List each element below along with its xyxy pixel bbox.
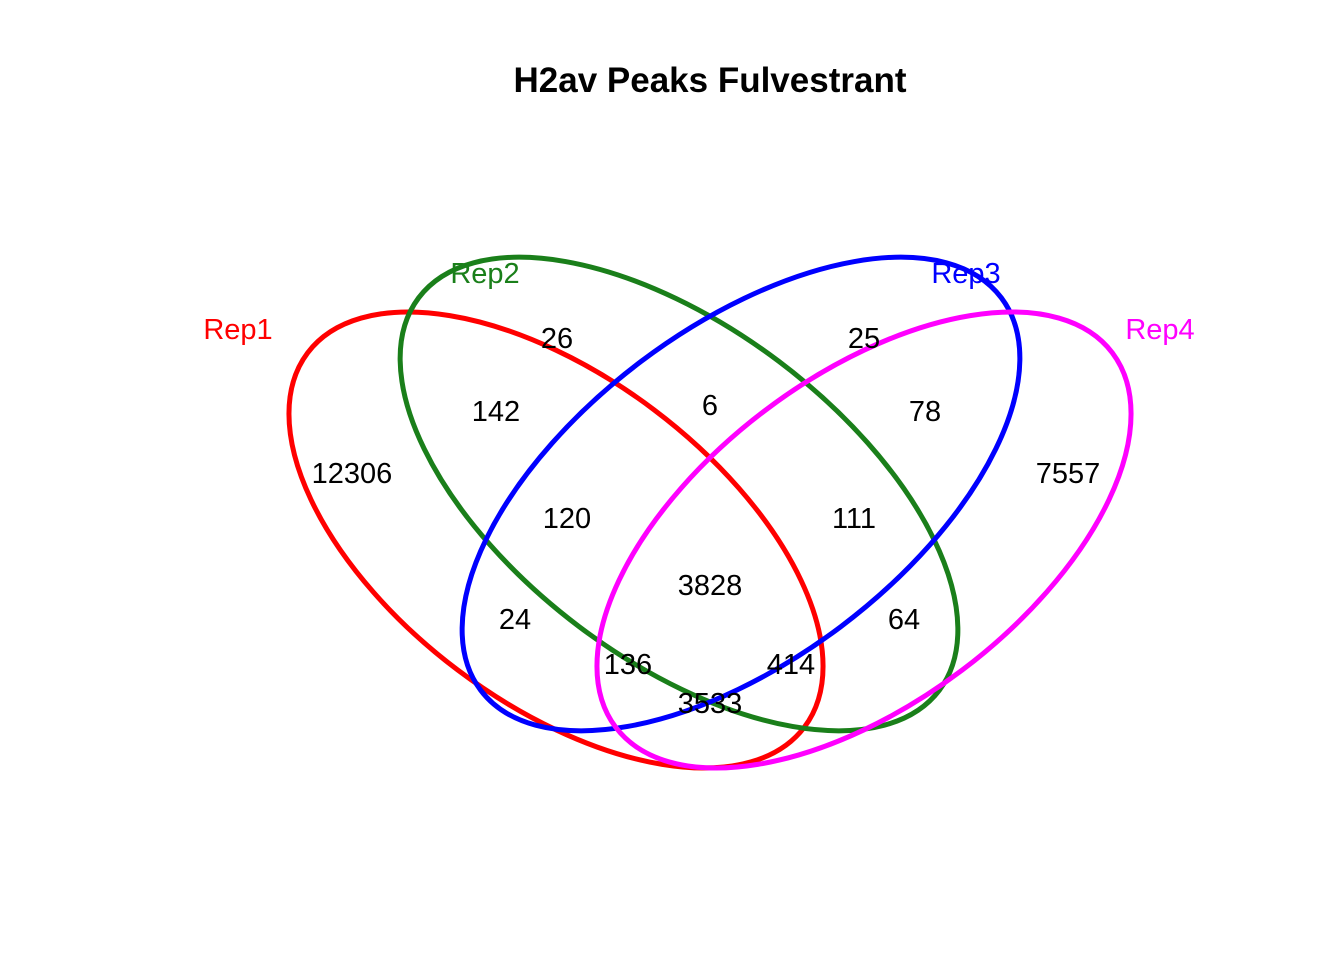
count-rep2-rep3: 6 xyxy=(702,390,718,422)
count-rep1-rep2-rep3: 120 xyxy=(543,503,591,535)
count-rep2-rep3-rep4: 111 xyxy=(832,503,876,535)
count-rep4-only: 7557 xyxy=(1036,458,1101,490)
count-rep1-rep2-rep4: 414 xyxy=(767,649,815,681)
rep2-ellipse xyxy=(397,254,961,734)
count-rep2-only: 26 xyxy=(541,323,573,355)
rep3-ellipse xyxy=(459,254,1023,734)
rep2-label: Rep2 xyxy=(450,258,519,290)
count-rep2-rep4: 64 xyxy=(888,604,920,636)
count-rep1-rep3: 24 xyxy=(499,604,531,636)
count-rep3-only: 25 xyxy=(848,323,880,355)
count-rep1-only: 12306 xyxy=(312,458,393,490)
diagram-title: H2av Peaks Fulvestrant xyxy=(514,61,907,100)
count-rep1-rep4: 3533 xyxy=(678,688,743,720)
rep4-ellipse xyxy=(594,309,1134,771)
rep3-label: Rep3 xyxy=(931,258,1000,290)
rep1-label: Rep1 xyxy=(203,314,272,346)
rep4-label: Rep4 xyxy=(1125,314,1194,346)
rep1-ellipse xyxy=(286,309,826,771)
count-rep1-rep2: 142 xyxy=(472,396,520,428)
count-all-four: 3828 xyxy=(678,570,743,602)
count-rep1-rep3-rep4: 136 xyxy=(604,649,652,681)
count-rep3-rep4: 78 xyxy=(909,396,941,428)
